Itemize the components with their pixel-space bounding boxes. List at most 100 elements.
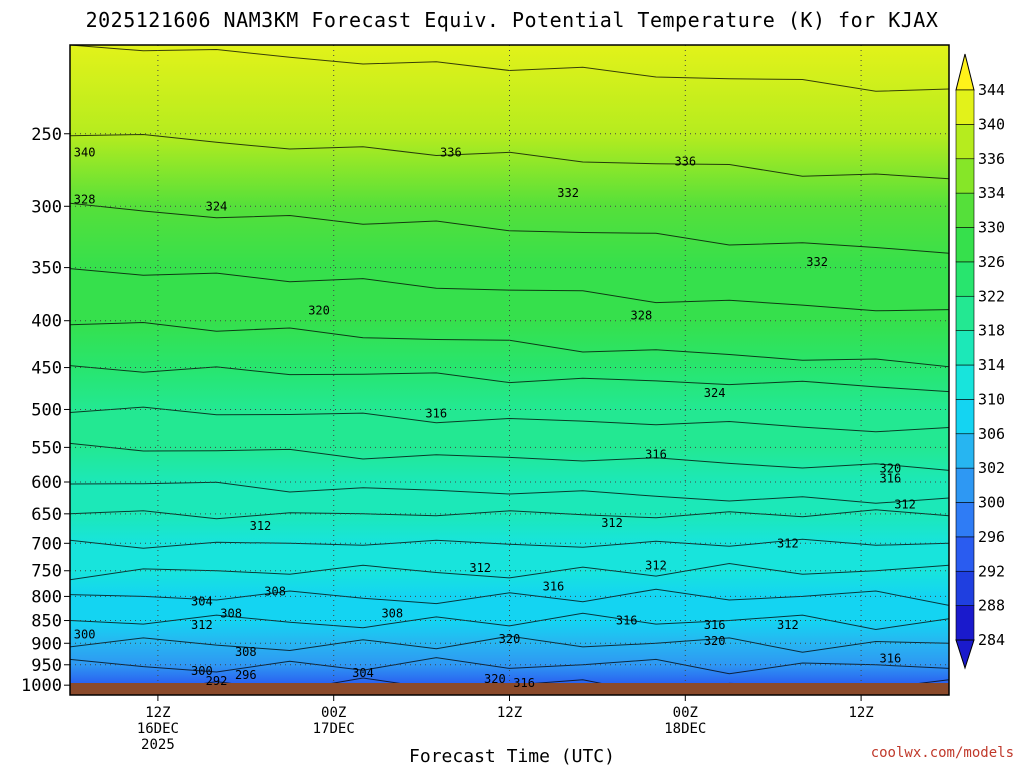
contour-label: 312 [645,558,667,572]
y-tick-label: 500 [31,400,62,420]
x-tick-label: 00Z [673,705,698,721]
y-tick-label: 800 [31,587,62,607]
contour-label: 304 [352,666,374,680]
x-tick-label: 18DEC [664,721,706,737]
colorbar-swatch [955,192,975,228]
contour-label: 328 [74,193,96,207]
contour-label: 316 [704,618,726,632]
colorbar-label: 322 [978,287,1005,305]
y-tick-label: 400 [31,312,62,332]
colorbar-label: 334 [978,184,1005,202]
contour-label: 316 [513,676,535,690]
colorbar-swatch [955,261,975,297]
colorbar-swatch [955,89,975,125]
colorbar-swatch [955,295,975,331]
colorbar-swatch [955,227,975,263]
colorbar: 284 288 292 296 300 302 306 310 314 318 322 326 330 3… [955,53,1005,670]
x-tick-label: 12Z [848,705,873,721]
contour-label: 324 [206,199,228,213]
contour-label: 312 [191,618,213,632]
colorbar-swatch [955,467,975,503]
contour-line [70,657,949,675]
x-tick-label: 16DEC [137,721,179,737]
colorbar-swatch [955,399,975,435]
colorbar-swatch [955,364,975,400]
contour-label: 308 [264,584,286,598]
contour-label: 332 [806,255,828,269]
contour-label: 308 [381,606,403,620]
y-tick-label: 700 [31,534,62,554]
contour-label: 300 [191,664,213,678]
colorbar-swatch [955,536,975,572]
colorbar-label: 302 [978,459,1005,477]
y-tick-label: 550 [31,438,62,458]
colorbar-label: 336 [978,150,1005,168]
contour-label: 316 [645,448,667,462]
contour-line [70,588,949,606]
y-tick-label: 350 [31,259,62,279]
contour-label: 308 [220,606,242,620]
colorbar-label: 318 [978,322,1005,340]
x-tick-label: 00Z [321,705,346,721]
colorbar-label: 284 [978,631,1005,649]
contour-label: 324 [704,386,726,400]
colorbar-label: 288 [978,597,1005,615]
contour-label: 320 [484,672,506,686]
x-tick-label: 17DEC [313,721,355,737]
contour-label: 320 [308,304,330,318]
x-tick-label: 12Z [497,705,522,721]
colorbar-label: 296 [978,528,1005,546]
y-axis: 2503003504004505005506006507007508008509… [21,125,70,696]
contour-label: 292 [206,674,228,688]
grid-lines [70,45,949,695]
contour-label: 316 [425,406,447,420]
y-tick-label: 950 [31,656,62,676]
contour-label: 312 [469,561,491,575]
contour-label: 312 [894,498,916,512]
contour-label: 336 [674,154,696,168]
y-tick-label: 750 [31,562,62,582]
site-watermark: coolwx.com/models [870,745,1014,761]
colorbar-label: 292 [978,562,1005,580]
contour-label: 308 [235,645,257,659]
x-axis-title: Forecast Time (UTC) [409,746,615,767]
contour-line [70,133,949,180]
y-tick-label: 850 [31,612,62,632]
contour-label: 316 [543,579,565,593]
contour-label: 300 [74,627,96,641]
chart-title: 2025121606 NAM3KM Forecast Equiv. Potent… [85,8,939,32]
contour-label: 340 [74,145,96,159]
y-tick-label: 300 [31,197,62,217]
colorbar-swatch [955,124,975,160]
colorbar-label: 310 [978,390,1005,408]
colorbar-swatch [955,330,975,366]
contour-line [70,481,949,504]
x-tick-label: 2025 [141,737,175,753]
colorbar-label: 326 [978,253,1005,271]
contour-label: 320 [880,462,902,476]
colorbar-swatch [955,158,975,194]
contour-label: 312 [777,618,799,632]
contour-label: 316 [880,472,902,486]
contour-label: 316 [616,614,638,628]
y-tick-label: 250 [31,125,62,145]
contour-line [70,442,949,471]
colorbar-swatch [955,433,975,469]
contour-label: 312 [601,516,623,530]
y-tick-label: 900 [31,634,62,654]
colorbar-swatch [955,605,975,641]
colorbar-swatch [955,570,975,606]
contour-label: 336 [440,145,462,159]
colorbar-top-arrow [955,53,975,91]
contour-label: 320 [704,634,726,648]
ground-surface [70,683,949,695]
contour-label: 312 [250,519,272,533]
contour-label: 332 [557,186,579,200]
y-tick-label: 450 [31,359,62,379]
colorbar-bottom-arrow [955,639,975,670]
colorbar-label: 330 [978,219,1005,237]
contour-label: 328 [631,309,653,323]
